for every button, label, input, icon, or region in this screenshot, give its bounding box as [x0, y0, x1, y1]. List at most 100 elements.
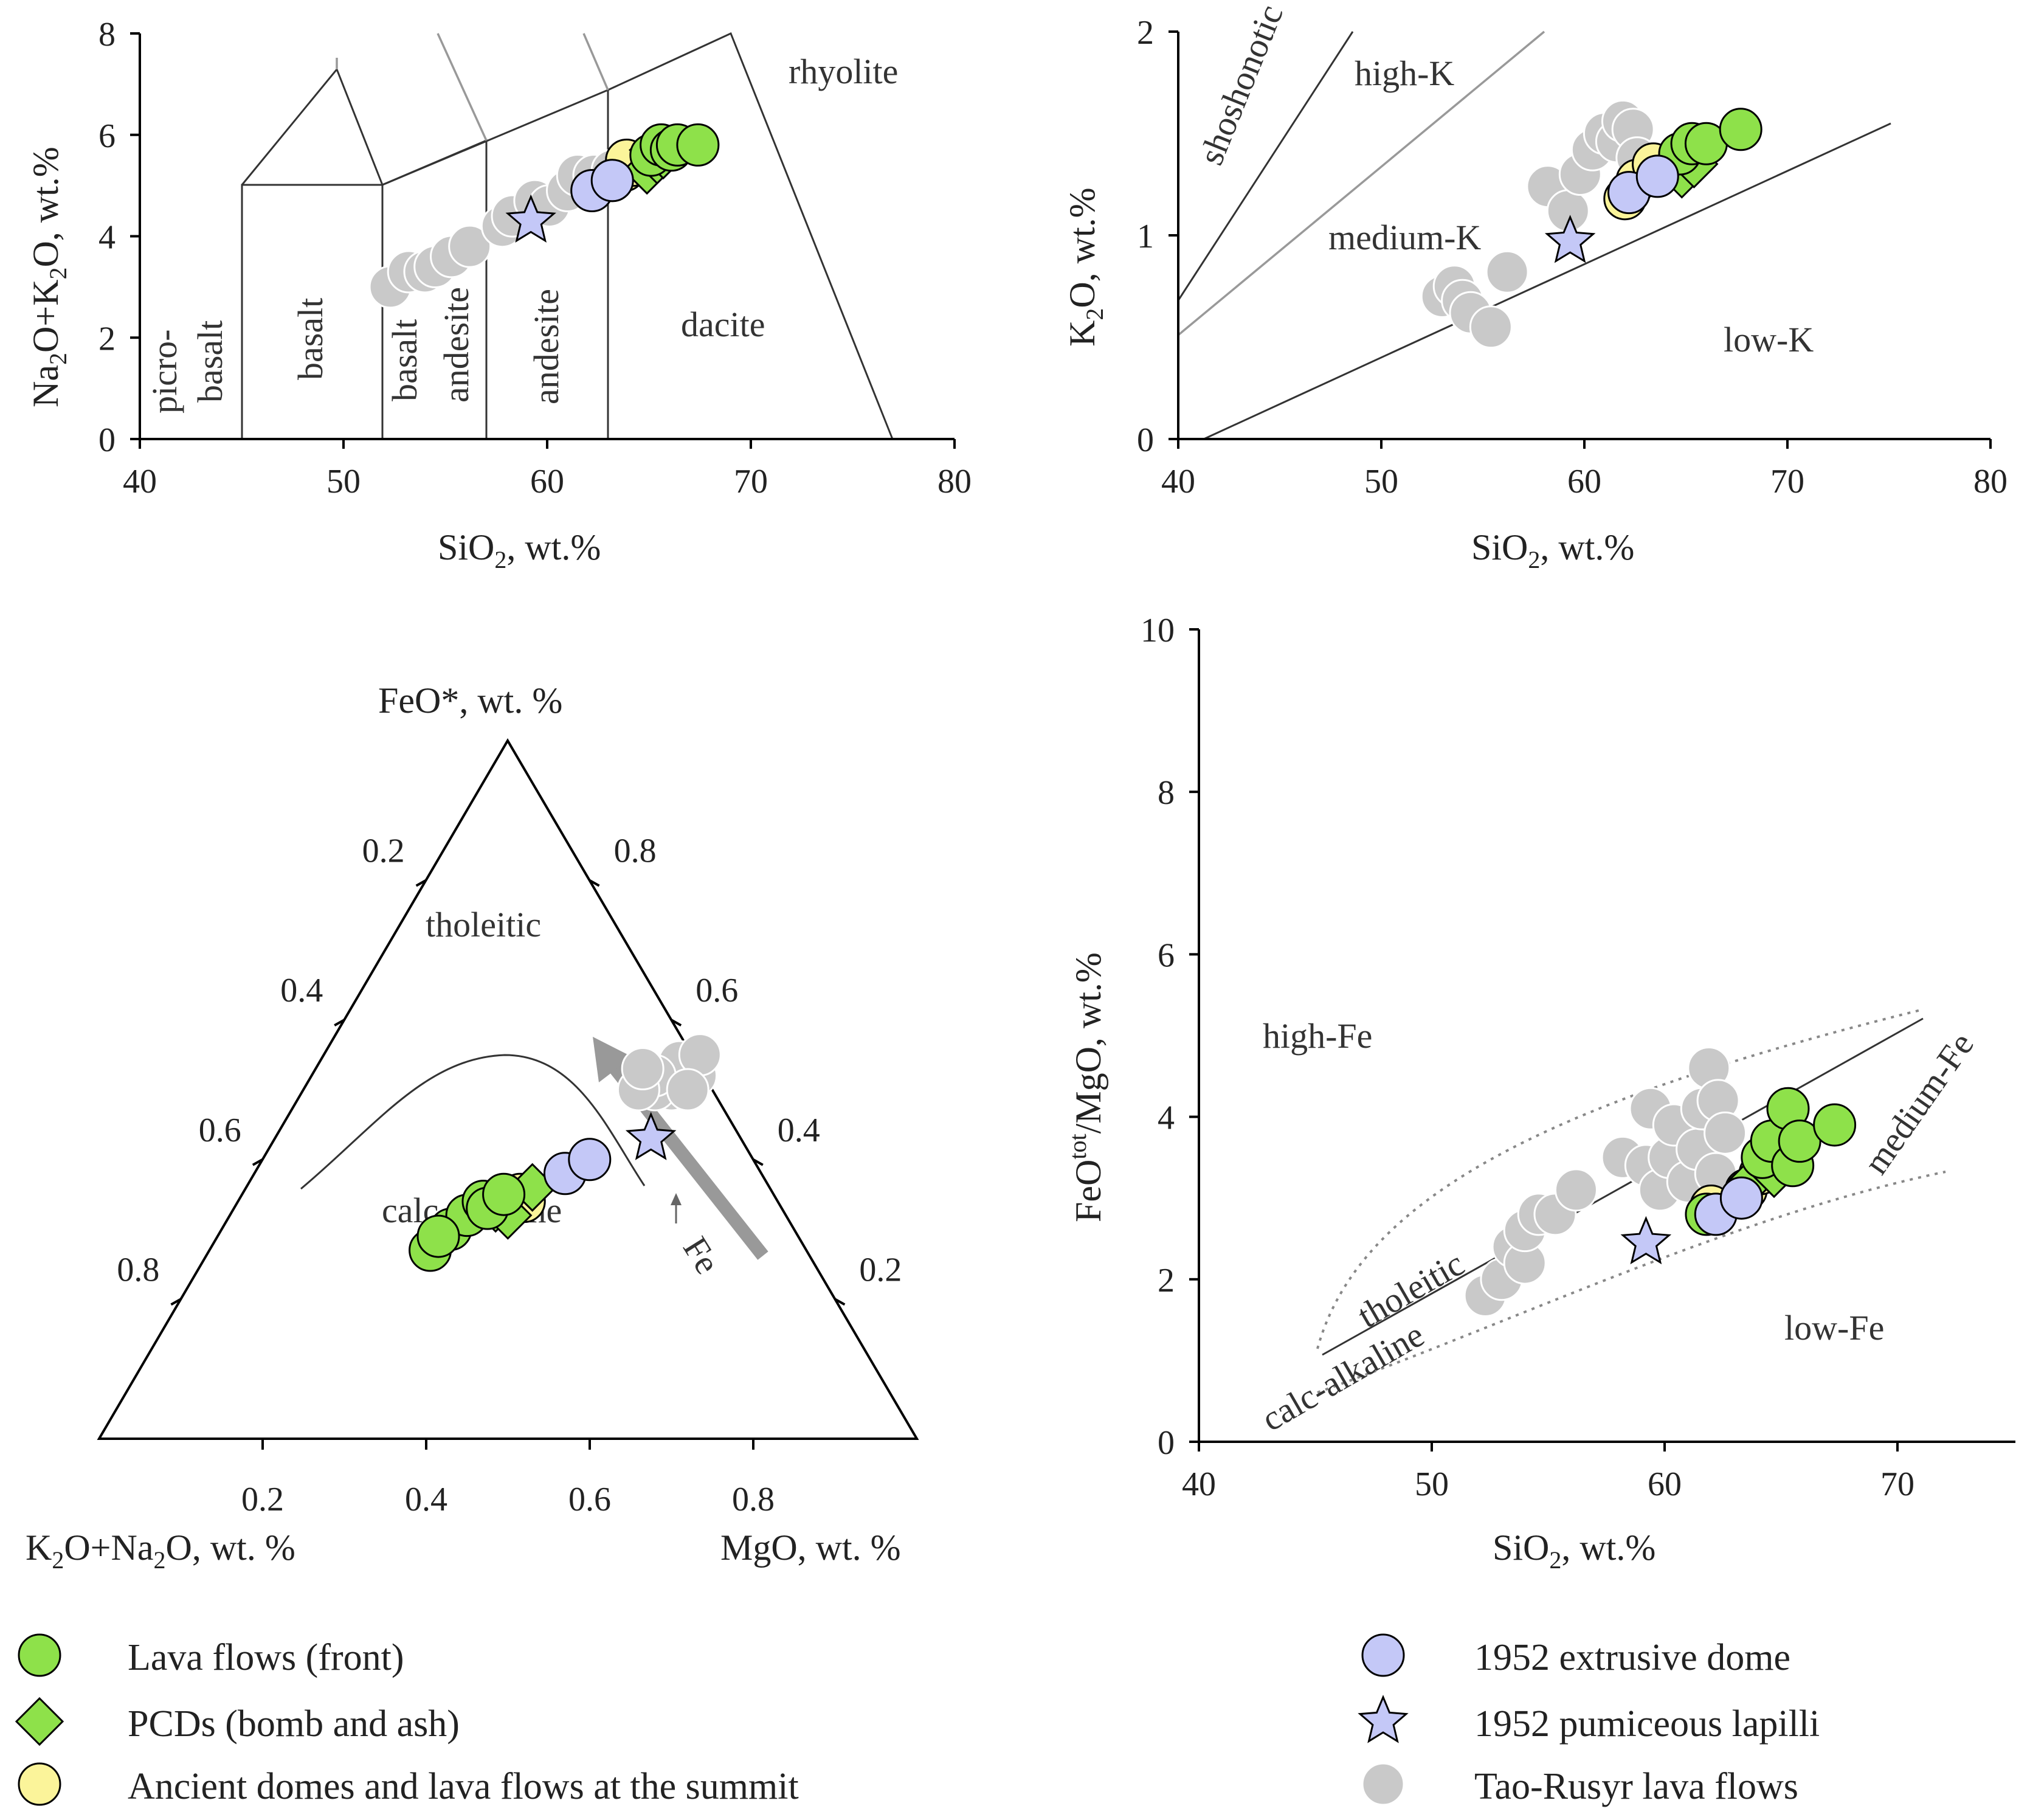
- tas-series-1952-extrusive-dome: [570, 159, 634, 212]
- k2o-x-tick-label: 70: [1770, 463, 1804, 500]
- k2o-series-1952-extrusive-dome: [1607, 154, 1679, 215]
- k2o-y-tick-label: 2: [1137, 14, 1154, 52]
- afm-right-tick-label: 0.2: [859, 1251, 902, 1289]
- tas-label-rhyolite: rhyolite: [789, 52, 898, 91]
- k2o-x-tick-label: 40: [1161, 463, 1195, 500]
- k2o-y-tick-label: 1: [1137, 218, 1154, 255]
- afm-series-1952-pumiceous-lapilli: [625, 1112, 677, 1160]
- legend-marker-lavender-star: [1358, 1695, 1409, 1743]
- afm-right-tick: [589, 879, 600, 887]
- tas-field-labels: picro- basalt basalt basalt andesite and…: [145, 52, 898, 413]
- k2o-y-axis-label: K2O, wt.%: [1062, 187, 1108, 347]
- afm-points: [409, 1033, 722, 1272]
- feo-mgo-y-tick-label: 2: [1158, 1262, 1175, 1299]
- k2o-points: [1420, 99, 1762, 349]
- feo-mgo-point: [1704, 1111, 1747, 1155]
- legend-entry-tao-rusyr: Tao-Rusyr lava flows: [1361, 1762, 1798, 1807]
- tas-series-1952-pumiceous-lapilli: [505, 194, 556, 243]
- afm-right-tick-label: 0.6: [696, 972, 738, 1009]
- k2o-point: [1635, 154, 1679, 198]
- feo-mgo-point: [1719, 1176, 1763, 1220]
- k2o-axes: 40 50 60 70 80 0 1 2: [1137, 14, 2008, 500]
- afm-left-tick: [334, 1019, 345, 1026]
- feo-mgo-y-axis-label: FeOtot/MgO, wt.%: [1064, 952, 1108, 1222]
- afm-label-fe-trend: Fe: [675, 1230, 728, 1281]
- afm-ticks: 0.2 0.8 0.2 0.4 0.6 0.4 0.6 0.4 0.6 0.8 0.2 0.8: [117, 832, 902, 1518]
- feo-mgo-label-calc-alkaline: calc-alkaline: [1255, 1315, 1431, 1439]
- legend-label-ancient-domes: Ancient domes and lava flows at the summ…: [128, 1766, 799, 1807]
- feo-mgo-y-tick-label: 10: [1141, 612, 1175, 649]
- legend-marker: [1358, 1695, 1409, 1743]
- afm-right-tick-label: 0.4: [778, 1112, 820, 1149]
- feo-mgo-x-tick-label: 70: [1880, 1465, 1914, 1503]
- tas-field-boundaries: [241, 32, 894, 440]
- tas-point: [676, 123, 720, 167]
- tas-label-basaltic-andesite: andesite: [437, 287, 476, 403]
- afm-series-lava-flows-front: [409, 1172, 526, 1272]
- k2o-label-high-k: high-K: [1355, 54, 1454, 93]
- legend-marker-lavender-circle: [1361, 1633, 1405, 1677]
- k2o-panel: shoshonotic high-K medium-K low-K 40 50 60…: [1062, 0, 2008, 573]
- tas-point: [590, 159, 634, 202]
- legend-label-extrusive-dome: 1952 extrusive dome: [1474, 1637, 1790, 1678]
- tas-label-basalt: basalt: [291, 298, 330, 380]
- legend-marker-grey-circle: [1361, 1762, 1405, 1806]
- tas-y-tick-label: 0: [98, 421, 116, 459]
- legend-entry-lava-flows: Lava flows (front): [18, 1633, 404, 1678]
- afm-triangle: [97, 738, 919, 1440]
- afm-panel: tholeitic calc-alkaline Fe 0.20.80.20.40…: [26, 680, 919, 1574]
- k2o-point: [1544, 215, 1596, 263]
- k2o-point: [1469, 305, 1513, 349]
- afm-right-tick-label: 0.8: [614, 832, 657, 870]
- tas-y-tick-label: 6: [98, 117, 116, 155]
- tas-label-picro-basalt: basalt: [190, 320, 230, 403]
- afm-point: [666, 1068, 709, 1112]
- feo-mgo-x-tick-label: 40: [1182, 1465, 1216, 1503]
- k2o-x-tick-label: 50: [1364, 463, 1398, 500]
- k2o-label-low-k: low-K: [1724, 320, 1814, 359]
- feo-mgo-point: [1620, 1216, 1672, 1265]
- afm-point: [482, 1172, 526, 1216]
- tas-series-lava-flows-front: [629, 123, 720, 177]
- legend-marker: [1361, 1762, 1405, 1806]
- k2o-x-axis-label: SiO2, wt.%: [1471, 527, 1634, 573]
- tas-label-andesite: andesite: [526, 289, 566, 404]
- feo-mgo-point: [1554, 1168, 1598, 1212]
- tas-x-tick-label: 80: [937, 463, 972, 500]
- legend-marker: [1361, 1633, 1405, 1677]
- legend-marker: [15, 1697, 64, 1746]
- afm-point: [568, 1138, 612, 1182]
- legend-entry-pumiceous-lapilli: 1952 pumiceous lapilli: [1358, 1695, 1820, 1745]
- tas-label-dacite: dacite: [681, 305, 765, 344]
- afm-right-tick: [834, 1298, 846, 1306]
- afm-point: [416, 1214, 460, 1258]
- afm-left-tick: [170, 1298, 182, 1306]
- afm-label-tholeitic: tholeitic: [426, 905, 541, 944]
- tas-y-tick-label: 8: [98, 16, 116, 54]
- afm-bottom-tick-label: 0.4: [405, 1481, 447, 1518]
- feo-mgo-x-tick-label: 50: [1415, 1465, 1449, 1503]
- k2o-field-boundaries: [1177, 30, 1891, 440]
- afm-right-tick: [671, 1019, 682, 1026]
- legend-marker: [18, 1762, 61, 1806]
- legend-marker-green-circle: [18, 1633, 61, 1677]
- afm-apex-label-alkali: K2O+Na2O, wt. %: [26, 1528, 295, 1574]
- k2o-label-shoshonotic: shoshonotic: [1191, 0, 1291, 170]
- feo-mgo-x-axis-label: SiO2, wt.%: [1493, 1528, 1655, 1574]
- tas-x-tick-label: 60: [530, 463, 564, 500]
- feo-mgo-field-boundaries: [1316, 1008, 1946, 1394]
- feo-mgo-y-tick-label: 6: [1158, 936, 1175, 974]
- afm-point: [621, 1047, 665, 1091]
- afm-apex-label-feo: FeO*, wt. %: [378, 680, 562, 721]
- feo-mgo-label-low-fe: low-Fe: [1784, 1308, 1884, 1348]
- feo-mgo-y-tick-label: 4: [1158, 1099, 1175, 1137]
- afm-right-tick: [752, 1158, 764, 1166]
- feo-mgo-x-tick-label: 60: [1648, 1465, 1682, 1503]
- feo-mgo-points: [1463, 1046, 1857, 1318]
- feo-mgo-point: [1778, 1119, 1821, 1163]
- feo-mgo-axes: 40 50 60 70 0 2 4 6 8 10: [1141, 612, 2015, 1503]
- feo-mgo-series-tao-rusyr-lava-flows: [1463, 1046, 1747, 1318]
- afm-bottom-tick-label: 0.2: [241, 1481, 284, 1518]
- legend: Lava flows (front) PCDs (bomb and ash) A…: [15, 1633, 1820, 1807]
- afm-bottom-tick-label: 0.6: [568, 1481, 611, 1518]
